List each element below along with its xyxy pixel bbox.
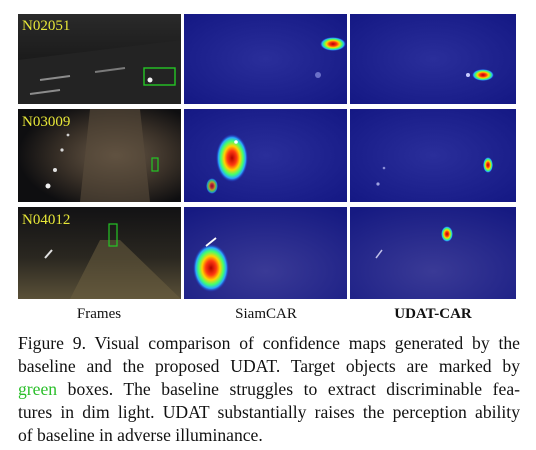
udat-car-heatmap <box>350 207 516 299</box>
frame-image: N03009 <box>18 109 181 202</box>
caption-line-1: Figure 9. Visual comparison of confidenc… <box>18 332 520 355</box>
siamcar-heatmap <box>184 207 347 299</box>
row-n03009: N03009 <box>18 109 516 202</box>
siamcar-heatmap <box>184 109 347 202</box>
caption-line-4: tures in dim light. UDAT substantially r… <box>18 402 520 422</box>
caption-line-2: baseline and the proposed UDAT. Target o… <box>18 356 520 376</box>
frame-image: N04012 <box>18 207 181 299</box>
target-box <box>143 67 176 86</box>
caption-line-5: of baseline in adverse illuminance. <box>18 425 263 445</box>
figure-label: Figure 9. <box>18 333 86 353</box>
row-n04012: N04012 <box>18 207 516 299</box>
udat-car-heatmap <box>350 109 516 202</box>
caption-line-3: green boxes. The baseline struggles to e… <box>18 378 520 401</box>
caption-text: Visual comparison of confidence maps gen… <box>94 333 520 353</box>
udat-car-heatmap <box>350 14 516 104</box>
sequence-id-n03009: N03009 <box>22 114 70 130</box>
caption-text: boxes. The baseline struggles to extract… <box>67 379 520 399</box>
row-n02051: N02051 <box>18 14 516 104</box>
figure-caption: Figure 9. Visual comparison of confidenc… <box>18 332 520 447</box>
sequence-id-n02051: N02051 <box>22 18 70 34</box>
figure-panel: N02051 N03009 <box>18 14 516 322</box>
column-label-udat-car: UDAT-CAR <box>394 306 472 322</box>
target-box <box>151 157 159 172</box>
siamcar-heatmap <box>184 14 347 104</box>
sequence-id-n04012: N04012 <box>22 212 70 228</box>
caption-green-word: green <box>18 379 58 399</box>
target-box <box>108 223 118 247</box>
column-label-siamcar: SiamCAR <box>235 306 297 322</box>
column-label-frames: Frames <box>77 306 121 322</box>
frame-image: N02051 <box>18 14 181 104</box>
